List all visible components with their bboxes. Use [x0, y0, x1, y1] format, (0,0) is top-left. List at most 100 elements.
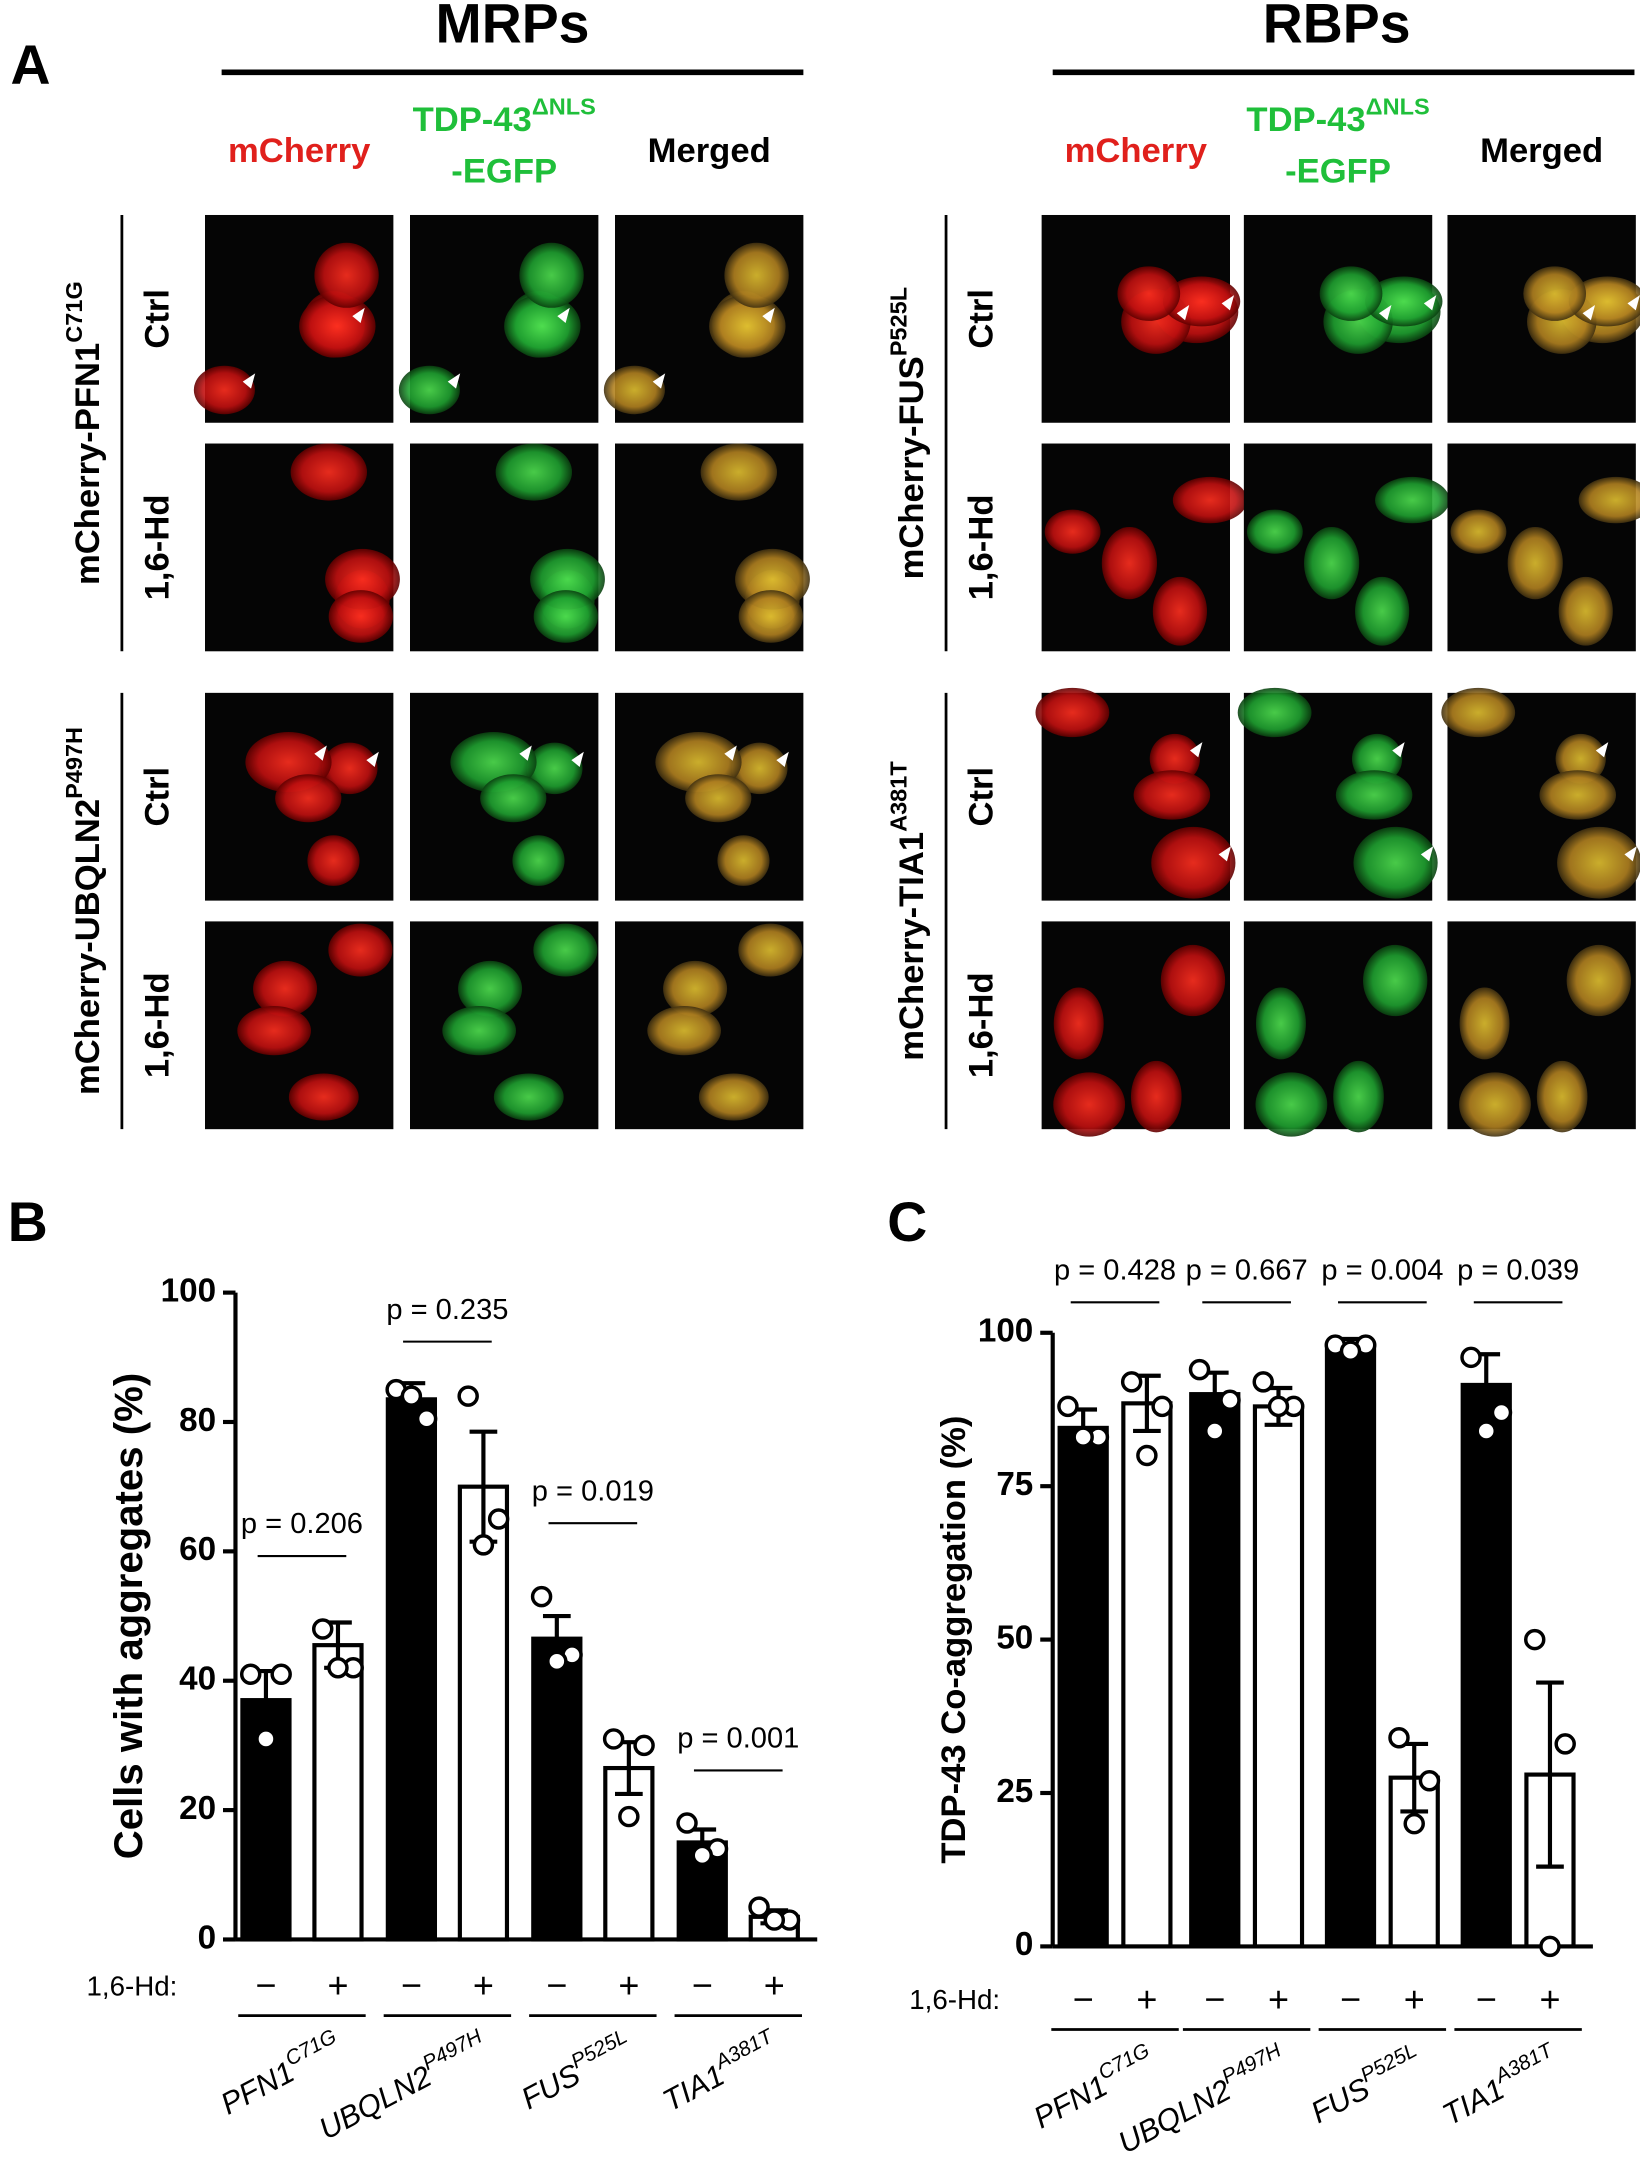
column-header: mCherry: [1065, 132, 1208, 170]
category-name: PFN1: [1028, 2069, 1113, 2136]
category-superscript: C71G: [282, 2025, 341, 2071]
category-label: FUSP525L: [1303, 2039, 1428, 2130]
column-header: mCherry: [228, 132, 371, 170]
cell: [1255, 1072, 1328, 1137]
construct-name: mCherry-TIA1: [893, 832, 931, 1061]
cell: [307, 835, 360, 886]
bar: [312, 1643, 364, 1942]
construct-superscript: P497H: [61, 727, 87, 799]
category-superscript: A381T: [710, 2025, 778, 2076]
treatment-sign: −: [1340, 1978, 1361, 2019]
data-point: [1418, 1769, 1441, 1792]
treatment-sign: +: [1136, 1978, 1157, 2019]
treatment-sign: −: [1073, 1978, 1094, 2019]
y-tick-label: 80: [179, 1402, 216, 1439]
data-point: [1204, 1420, 1226, 1442]
cell: [1459, 1072, 1531, 1137]
y-tick-label: 75: [996, 1466, 1033, 1503]
construct-name: mCherry-FUS: [893, 356, 931, 579]
data-point: [1252, 1371, 1274, 1393]
data-point: [1460, 1346, 1482, 1369]
cell: [495, 443, 573, 501]
y-tick-label: 60: [179, 1531, 216, 1568]
bar: [1189, 1392, 1241, 1949]
data-point: [1267, 1395, 1290, 1418]
cell: [1375, 476, 1450, 524]
treatment-sign: +: [1404, 1978, 1425, 2019]
cell: [328, 590, 393, 643]
cell: [1507, 527, 1563, 600]
y-tick-label: 100: [978, 1313, 1033, 1350]
cell: [290, 443, 368, 501]
cell: [1053, 1072, 1126, 1137]
cell: [717, 835, 770, 886]
column-header-text: TDP-43: [413, 101, 532, 139]
category-label: FUSP525L: [514, 2025, 639, 2116]
column-header: Merged: [648, 132, 771, 170]
cell: [1101, 527, 1157, 600]
data-point: [1151, 1395, 1173, 1418]
cell: [1450, 509, 1507, 554]
panel-label: A: [10, 34, 50, 96]
cell: [1536, 1060, 1588, 1133]
cell: [1335, 770, 1413, 820]
treatment-sign: −: [1204, 1978, 1225, 2019]
treatment-sign: −: [255, 1964, 276, 2005]
arrowhead: [571, 751, 584, 768]
cell: [1353, 826, 1438, 899]
condition-label: Ctrl: [138, 289, 176, 349]
data-point: [763, 1909, 786, 1931]
cell: [442, 1005, 516, 1056]
cell: [314, 242, 379, 308]
cell: [1152, 576, 1207, 646]
construct-label: mCherry-FUSP525L: [886, 287, 932, 579]
column-header-superscript: ΔNLS: [1366, 94, 1430, 120]
cell: [1035, 687, 1110, 738]
cell: [709, 294, 786, 358]
category-label: PFN1C71G: [213, 2025, 348, 2121]
arrowhead: [1189, 742, 1203, 758]
cell: [275, 774, 342, 823]
treatment-sign: +: [618, 1964, 639, 2005]
p-value: p = 0.039: [1457, 1255, 1579, 1287]
cell: [731, 742, 788, 795]
data-point: [457, 1385, 479, 1407]
data-point: [239, 1663, 262, 1685]
data-point: [1219, 1389, 1241, 1412]
condition-label: 1,6-Hd: [963, 495, 1001, 601]
condition-label: 1,6-Hd: [963, 972, 1001, 1078]
data-point: [618, 1805, 640, 1828]
arrowhead: [242, 373, 256, 389]
data-point: [327, 1657, 349, 1679]
arrowhead: [447, 373, 461, 389]
cell: [1053, 987, 1104, 1060]
cell: [1566, 944, 1631, 1017]
cell: [1558, 576, 1613, 646]
cell: [738, 590, 803, 643]
cell: [1523, 266, 1586, 321]
cell: [603, 365, 665, 415]
cell: [512, 835, 565, 886]
category-name: UBQLN2: [314, 2059, 438, 2146]
data-point: [1539, 1935, 1561, 1958]
column-header: TDP-43ΔNLS: [1246, 94, 1429, 140]
data-point: [1490, 1401, 1513, 1424]
data-point: [1403, 1812, 1425, 1835]
treatment-label: 1,6-Hd:: [909, 1984, 1000, 2015]
y-tick-label: 20: [179, 1790, 216, 1827]
bar: [1460, 1382, 1512, 1949]
p-value: p = 0.004: [1321, 1255, 1443, 1287]
condition-label: Ctrl: [963, 289, 1001, 349]
cell: [253, 960, 318, 1017]
p-value: p = 0.235: [386, 1294, 508, 1326]
arrowhead: [1423, 295, 1437, 311]
arrowhead: [1627, 295, 1640, 311]
cell: [1539, 770, 1616, 820]
data-point: [1120, 1371, 1143, 1393]
cell: [480, 774, 547, 823]
treatment-sign: +: [473, 1964, 494, 2005]
y-axis-label: TDP-43 Co-aggregation (%): [935, 1416, 973, 1864]
cell: [1151, 826, 1236, 899]
panel-label: C: [887, 1191, 927, 1253]
cell: [533, 590, 598, 643]
